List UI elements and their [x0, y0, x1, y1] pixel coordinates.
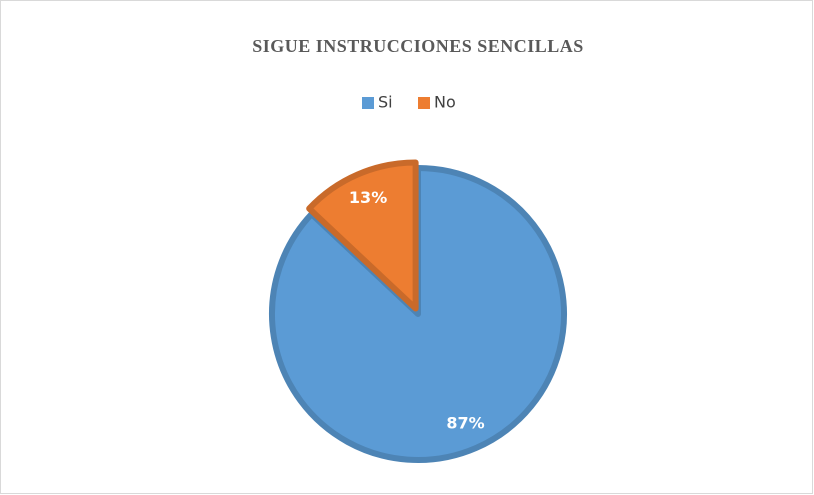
legend-label: No [434, 93, 456, 112]
pie-slice [306, 159, 419, 312]
data-label: 13% [349, 188, 387, 207]
data-label: 87% [446, 413, 484, 432]
pie-slice [269, 165, 567, 463]
legend-swatch [418, 97, 430, 109]
legend-label: Si [378, 93, 393, 112]
chart-title: SIGUE INSTRUCCIONES SENCILLAS [252, 36, 584, 56]
legend-swatch [362, 97, 374, 109]
